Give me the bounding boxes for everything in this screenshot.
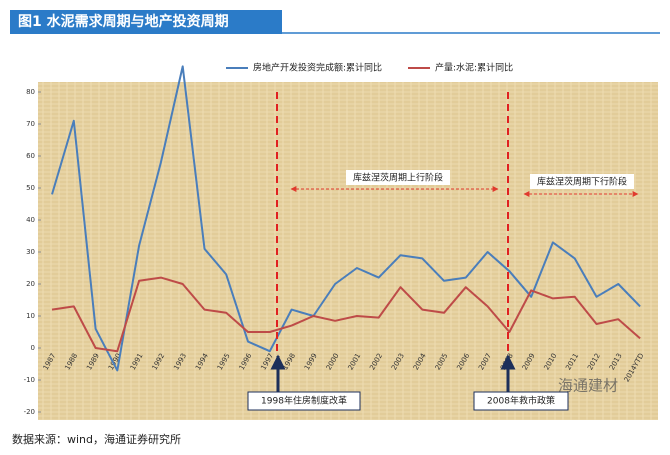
y-tick-label: 60	[26, 152, 35, 160]
annotation: 库兹涅茨周期下行阶段	[537, 176, 627, 188]
y-tick-label: 10	[26, 312, 35, 320]
y-tick-label: -20	[24, 408, 35, 416]
series-line	[51, 276, 641, 353]
annotation: 1998年住房制度改革	[261, 395, 347, 407]
chart-title: 图1 水泥需求周期与地产投资周期	[18, 13, 229, 30]
y-tick-label: 20	[26, 280, 35, 288]
y-tick-label: -10	[24, 376, 35, 384]
annotation-box	[473, 391, 569, 411]
source: 数据来源：wind，海通证券研究所	[12, 432, 181, 446]
annotation-box	[346, 170, 450, 185]
annotation: 2008年救市政策	[487, 395, 555, 407]
annotation-box	[247, 391, 361, 411]
y-tick-label: 80	[26, 88, 35, 96]
plot-background	[38, 82, 658, 420]
annotation: 库兹涅茨周期上行阶段	[353, 172, 443, 184]
y-tick-label: 40	[26, 216, 35, 224]
title-box	[10, 10, 282, 34]
watermark: 海通建材	[558, 377, 618, 395]
y-tick-label: 50	[26, 184, 35, 192]
y-tick-label: 30	[26, 248, 35, 256]
legend-label: 产量:水泥:累计同比	[435, 62, 513, 74]
annotation-box	[530, 174, 634, 189]
y-tick-label: 0	[31, 344, 35, 352]
series-line	[51, 65, 641, 372]
y-tick-label: 70	[26, 120, 35, 128]
legend-label: 房地产开发投资完成额:累计同比	[253, 62, 382, 74]
